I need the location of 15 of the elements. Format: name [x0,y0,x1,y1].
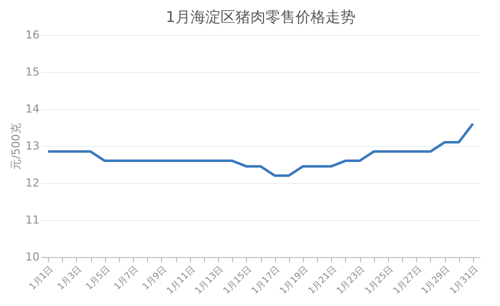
chart-title: 1月海淀区猪肉零售价格走势 [166,8,356,26]
x-tick-label: 1月1日 [28,264,56,292]
x-tick-label: 1月31日 [448,264,480,296]
y-tick-label: 13 [26,140,40,152]
y-tick-label: 14 [26,102,40,116]
y-tick-label: 11 [26,214,40,226]
y-tick-label: 10 [26,250,40,264]
x-tick-label: 1月5日 [84,264,112,292]
y-tick-label: 16 [26,28,40,42]
x-tick-label: 1月3日 [56,264,84,292]
x-tick-label: 1月7日 [112,264,141,292]
y-tick-label: 12 [26,176,40,190]
y-axis-title: 元/500克 [10,123,23,170]
line-series [46,122,474,177]
y-tick-label: 15 [26,66,40,78]
